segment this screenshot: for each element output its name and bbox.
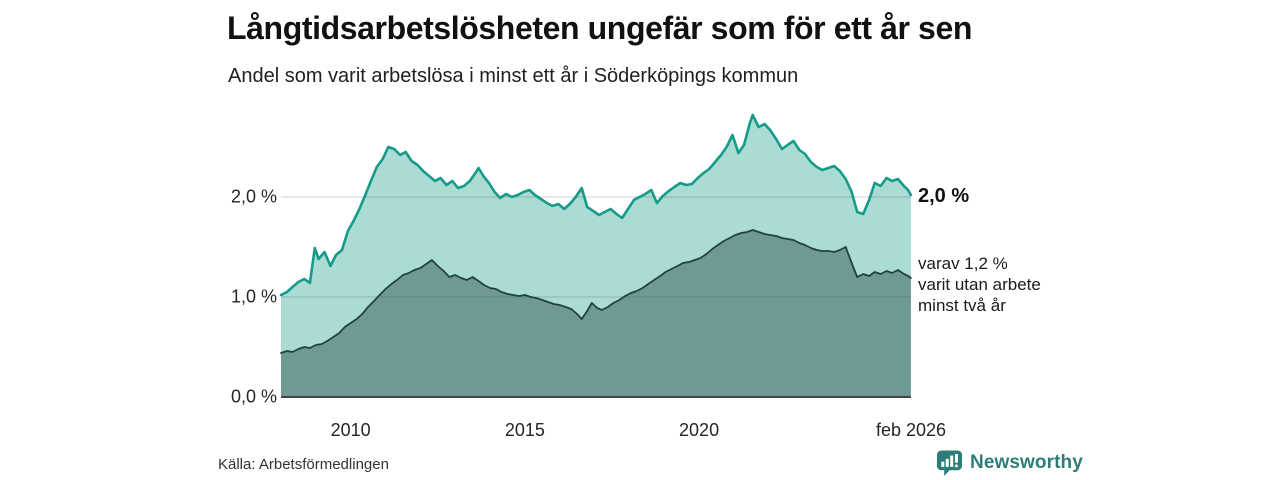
y-tick-label: 1,0 %	[230, 286, 277, 307]
y-tick-label: 2,0 %	[230, 186, 277, 207]
line-series-1	[280, 229, 912, 354]
newsworthy-wordmark: Newsworthy	[970, 452, 1083, 473]
end-value-annotation: 2,0 %	[918, 185, 970, 207]
line-series-0	[279, 113, 913, 297]
x-tick-label: 2010	[330, 420, 371, 440]
area-series-1	[281, 230, 911, 397]
sub-series-annotation: varav 1,2 % varit utan arbete minst två …	[918, 254, 1041, 315]
x-tick-label: feb 2026	[875, 420, 947, 440]
x-tick-label: 2020	[679, 420, 720, 440]
newsworthy-bubble-chart-icon	[936, 450, 963, 477]
newsworthy-logo: Newsworthy	[936, 449, 1083, 477]
page-subtitle: Andel som varit arbetslösa i minst ett å…	[228, 65, 799, 87]
y-tick-label: 0,0 %	[230, 386, 277, 407]
source-note: Källa: Arbetsförmedlingen	[218, 456, 389, 473]
page-title: Långtidsarbetslösheten ungefär som för e…	[227, 10, 972, 46]
x-tick-label: 2015	[504, 420, 545, 440]
